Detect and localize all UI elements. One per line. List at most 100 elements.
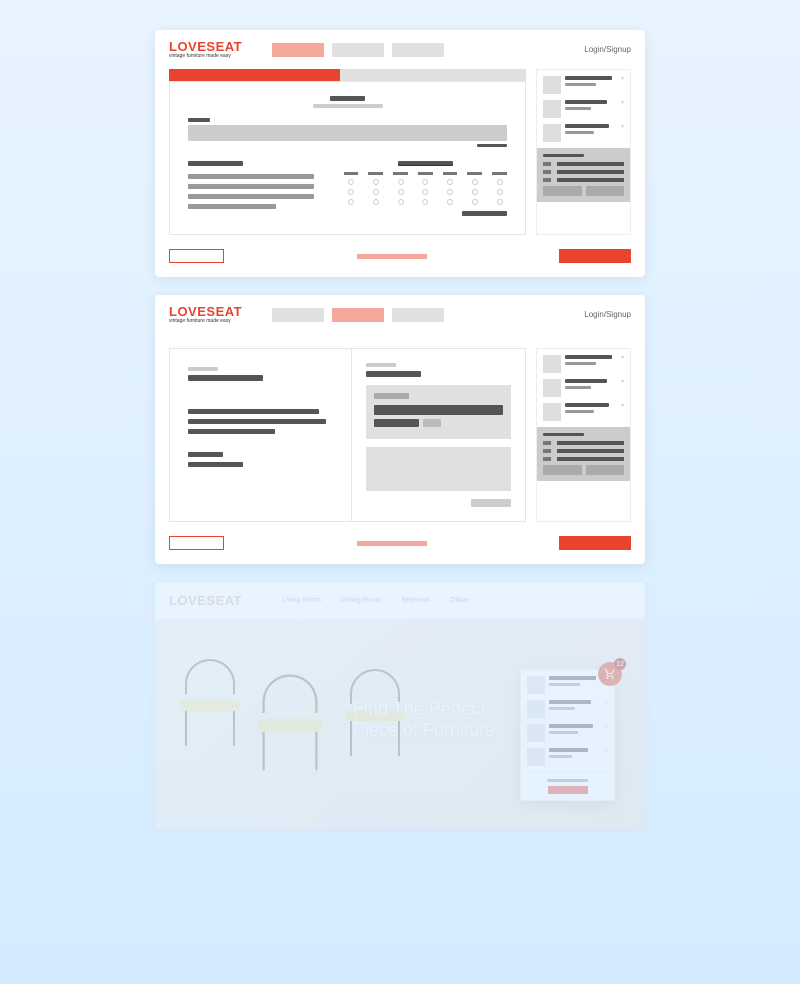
- nav-tab-3[interactable]: [392, 308, 444, 322]
- order-summary: × × ×: [536, 348, 631, 522]
- calendar-day[interactable]: [497, 199, 503, 205]
- card-cvv-input[interactable]: [423, 419, 441, 427]
- login-link[interactable]: Login/Signup: [584, 310, 631, 319]
- item-thumb: [543, 76, 561, 94]
- remove-icon[interactable]: ×: [621, 355, 624, 358]
- nav-tab-1[interactable]: [272, 43, 324, 57]
- calendar-day[interactable]: [472, 189, 478, 195]
- option-line: [188, 184, 314, 189]
- progress-bar: [169, 69, 526, 81]
- skip-button[interactable]: [357, 254, 427, 259]
- remove-icon[interactable]: ×: [621, 379, 624, 382]
- calendar-day[interactable]: [348, 189, 354, 195]
- alt-payment[interactable]: [366, 447, 511, 491]
- calendar-title: [398, 161, 453, 166]
- calendar-day[interactable]: [398, 189, 404, 195]
- remove-icon[interactable]: ×: [621, 100, 624, 103]
- view-cart-button[interactable]: [548, 786, 588, 794]
- nav-item[interactable]: Bedroom: [402, 597, 430, 604]
- credit-card-form: [366, 385, 511, 439]
- calendar-day[interactable]: [398, 179, 404, 185]
- payment-action[interactable]: [471, 499, 511, 507]
- remove-icon[interactable]: ×: [605, 724, 608, 727]
- logo-tagline: vintage furniture made easy: [169, 319, 242, 324]
- back-button[interactable]: [169, 536, 224, 550]
- cart-item: ×: [543, 403, 624, 421]
- card-expiry-input[interactable]: [374, 419, 419, 427]
- nav-tab-2[interactable]: [332, 43, 384, 57]
- form-subtitle: [313, 104, 383, 108]
- logo[interactable]: LOVESEAT vintage furniture made easy: [169, 305, 242, 324]
- wireframe-checkout-step2: LOVESEAT vintage furniture made easy Log…: [155, 295, 645, 564]
- logo[interactable]: LOVESEAT vintage furniture made easy: [169, 40, 242, 59]
- nav-tabs: [272, 308, 574, 322]
- logo-text: LOVESEAT: [169, 594, 242, 607]
- header: LOVESEAT Living Room Dining Room Bedroom…: [155, 582, 645, 619]
- calendar-day[interactable]: [422, 199, 428, 205]
- left-options: [188, 161, 314, 216]
- nav-item[interactable]: Living Room: [282, 597, 321, 604]
- payment-panel: [169, 348, 526, 522]
- card-number-input[interactable]: [374, 405, 503, 415]
- logo[interactable]: LOVESEAT: [169, 594, 242, 607]
- remove-icon[interactable]: ×: [605, 748, 608, 751]
- skip-button[interactable]: [357, 541, 427, 546]
- main-panel: [169, 69, 526, 235]
- calendar-day[interactable]: [472, 199, 478, 205]
- calendar-day[interactable]: [497, 179, 503, 185]
- cart-item: ×: [543, 76, 624, 94]
- text-line: [188, 462, 243, 467]
- calendar-day[interactable]: [398, 199, 404, 205]
- calendar-day[interactable]: [373, 179, 379, 185]
- summary-btn-1[interactable]: [543, 186, 582, 196]
- logo-text: LOVESEAT: [169, 305, 242, 318]
- calendar-day[interactable]: [497, 189, 503, 195]
- calendar-day[interactable]: [447, 189, 453, 195]
- option-line: [188, 194, 314, 199]
- section-title: [366, 371, 421, 377]
- nav-tab-3[interactable]: [392, 43, 444, 57]
- payment-method: [351, 349, 525, 521]
- calendar-day[interactable]: [348, 199, 354, 205]
- cart-count-badge: 12: [614, 658, 626, 670]
- calendar-day[interactable]: [373, 199, 379, 205]
- remove-icon[interactable]: ×: [621, 124, 624, 127]
- summary-btn-2[interactable]: [586, 465, 625, 475]
- back-button[interactable]: [169, 249, 224, 263]
- nav-tab-2[interactable]: [332, 308, 384, 322]
- card-label: [374, 393, 409, 399]
- continue-button[interactable]: [559, 536, 631, 550]
- action-row: [155, 536, 645, 564]
- remove-icon[interactable]: ×: [605, 700, 608, 703]
- nav-item[interactable]: Dining Room: [341, 597, 381, 604]
- item-thumb: [543, 124, 561, 142]
- calendar-day[interactable]: [472, 179, 478, 185]
- remove-icon[interactable]: ×: [621, 76, 624, 79]
- wireframe-checkout-step1: LOVESEAT vintage furniture made easy Log…: [155, 30, 645, 277]
- remove-icon[interactable]: ×: [621, 403, 624, 406]
- mini-cart: 12 × × ×: [520, 669, 615, 801]
- calendar-day[interactable]: [447, 179, 453, 185]
- nav-item[interactable]: Office: [450, 597, 468, 604]
- calendar-day[interactable]: [422, 179, 428, 185]
- section-title: [188, 375, 263, 381]
- address-input[interactable]: [188, 125, 507, 141]
- cart-item: ×: [543, 355, 624, 373]
- calendar-day[interactable]: [373, 189, 379, 195]
- nav-tab-1[interactable]: [272, 308, 324, 322]
- summary-btn-1[interactable]: [543, 465, 582, 475]
- calendar-day[interactable]: [348, 179, 354, 185]
- calendar-picker[interactable]: [344, 161, 507, 216]
- progress-rest: [340, 69, 526, 81]
- header: LOVESEAT vintage furniture made easy Log…: [155, 295, 645, 334]
- cart-item: ×: [527, 676, 608, 694]
- calendar-day[interactable]: [447, 199, 453, 205]
- main-panel: [169, 348, 526, 522]
- summary-btn-2[interactable]: [586, 186, 625, 196]
- continue-button[interactable]: [559, 249, 631, 263]
- calendar-day[interactable]: [422, 189, 428, 195]
- login-link[interactable]: Login/Signup: [584, 45, 631, 54]
- cart-item: ×: [527, 724, 608, 742]
- option-line: [188, 204, 276, 209]
- cart-icon[interactable]: 12: [598, 662, 622, 686]
